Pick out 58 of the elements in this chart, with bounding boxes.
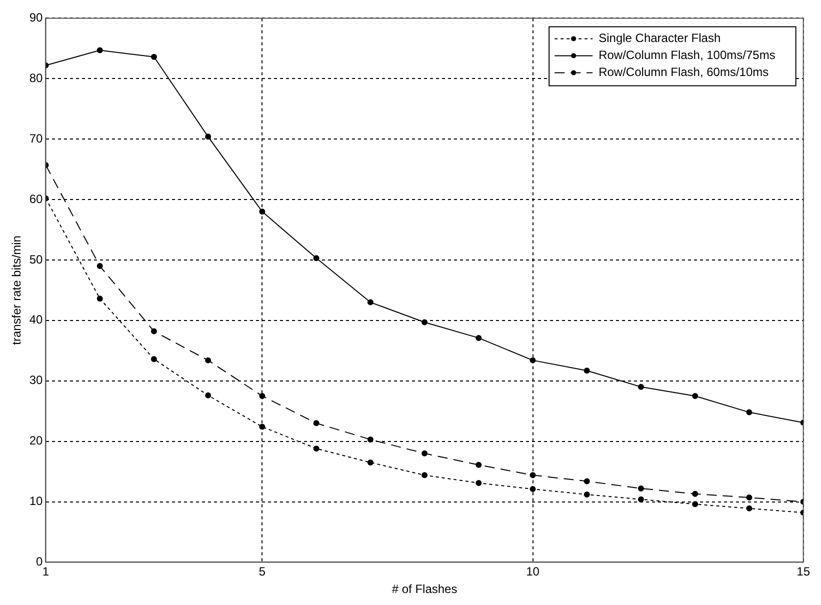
point [422,319,428,326]
y-tick-label: 30 [29,373,44,388]
y-tick-label: 10 [29,494,44,508]
point [476,334,482,341]
point [259,424,266,430]
point [746,494,752,501]
point [422,450,428,456]
x-tick-label: 10 [526,564,540,579]
point [476,462,482,468]
point [205,134,212,140]
point [638,384,644,390]
point [530,357,536,364]
y-tick-label: 60 [29,192,44,206]
y-tick-label: 80 [29,70,44,85]
point [692,392,698,399]
point [584,478,590,484]
point [259,208,266,215]
point [692,490,698,497]
y-tick-label: 0 [36,554,44,569]
point [205,357,212,364]
point [530,472,536,478]
point [205,392,212,398]
x-axis-title: # of Flashes [392,582,458,596]
legend-label: Row/Column Flash, 60ms/10ms [598,65,769,80]
legend-label: Single Character Flash [598,31,721,46]
point [638,496,644,502]
point [150,54,157,60]
point [150,328,157,334]
point [746,505,752,512]
y-axis-title: transfer rate bits/min [10,236,24,345]
point [96,296,103,302]
x-tick-label: 5 [258,564,266,579]
x-tick-label: 15 [796,564,810,579]
point [259,392,266,399]
point [746,409,752,416]
y-tick-label: 90 [29,10,44,25]
point [150,356,157,362]
y-tick-label: 50 [29,252,44,266]
point [313,446,320,452]
point [313,255,320,262]
y-tick-label: 40 [29,312,44,327]
y-tick-label: 70 [29,131,44,146]
point [692,501,698,508]
point [367,436,374,442]
point [584,492,590,498]
legend-label: Row/Column Flash, 100ms/75ms [598,48,776,62]
point [530,486,536,492]
point [422,472,428,478]
point [96,263,103,270]
y-tick-label: 20 [29,434,44,448]
point [367,299,374,306]
point [367,459,374,466]
point [313,420,320,426]
point [96,47,103,54]
point [584,368,590,374]
point [476,480,482,486]
point [638,485,644,492]
x-tick-label: 1 [42,564,50,579]
